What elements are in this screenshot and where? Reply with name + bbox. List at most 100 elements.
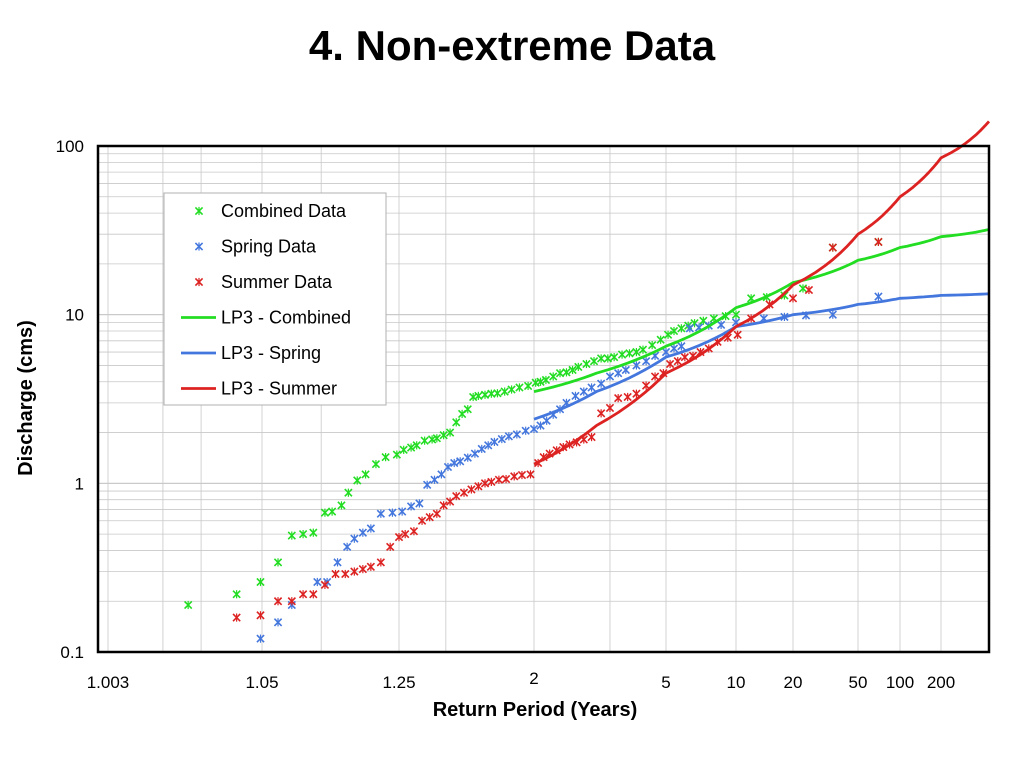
- combined-data-point: [507, 385, 516, 394]
- lp3-spring-line: [533, 292, 989, 421]
- combined-data-point: [515, 383, 524, 392]
- summer-data-point: [366, 562, 376, 571]
- summer-data-point: [232, 613, 241, 622]
- summer-data-point: [874, 237, 883, 247]
- combined-data-point: [256, 577, 265, 587]
- x-tick-label: 20: [784, 673, 803, 692]
- spring-data-point: [342, 542, 352, 552]
- spring-data-point: [397, 507, 407, 516]
- summer-data-point: [273, 597, 283, 606]
- y-tick-label: 100: [56, 137, 84, 156]
- summer-data-point: [298, 590, 308, 599]
- combined-data-point: [344, 488, 353, 497]
- spring-data-point: [661, 347, 671, 357]
- spring-data-point: [685, 324, 694, 333]
- combined-data-point: [523, 381, 533, 391]
- combined-data-point: [392, 450, 402, 459]
- plot-overflow: [533, 120, 991, 466]
- spring-data-point: [641, 357, 651, 366]
- summer-data-point: [417, 516, 427, 525]
- summer-data-point: [425, 513, 434, 522]
- combined-data-point: [457, 409, 467, 419]
- combined-data-point: [574, 362, 583, 372]
- spring-data-point: [716, 320, 726, 330]
- x-tick-label: 50: [849, 673, 868, 692]
- spring-data-point: [542, 416, 551, 425]
- combined-data-point: [309, 528, 318, 537]
- x-tick-label: 10: [727, 673, 746, 692]
- spring-data-point: [423, 480, 432, 489]
- summer-data-point: [350, 567, 359, 576]
- summer-data-point: [501, 474, 511, 484]
- summer-data-point: [788, 294, 798, 303]
- spring-data-point: [477, 444, 486, 454]
- summer-data-point: [401, 529, 410, 539]
- summer-data-point: [394, 532, 404, 542]
- combined-data-point: [371, 459, 381, 469]
- summer-data-point: [256, 611, 265, 620]
- combined-data-point: [549, 372, 558, 381]
- spring-data-point: [632, 361, 641, 370]
- combined-data-point: [603, 354, 612, 363]
- summer-data-point: [510, 472, 519, 481]
- combined-data-point: [562, 368, 571, 377]
- spring-data-point: [521, 426, 530, 435]
- x-tick-label: 1.25: [382, 673, 415, 692]
- legend-label-lp3-combined: LP3 - Combined: [221, 308, 351, 328]
- x-tick-label: 5: [661, 673, 670, 692]
- combined-data-point: [663, 330, 673, 339]
- y-axis-title: Discharge (cms): [15, 320, 37, 476]
- spring-data-point: [828, 310, 837, 319]
- combined-data-point: [500, 387, 509, 396]
- x-tick-label: 200: [927, 673, 955, 692]
- summer-data-point: [309, 590, 318, 599]
- x-tick-label: 1.05: [245, 673, 278, 692]
- combined-data-point: [669, 326, 679, 336]
- spring-data-point: [313, 577, 322, 587]
- combined-data-point: [399, 445, 408, 454]
- combined-data-point: [596, 354, 606, 363]
- y-tick-label: 1: [75, 474, 84, 493]
- summer-data-point: [517, 470, 527, 480]
- summer-data-point: [386, 542, 395, 552]
- spring-data-point: [669, 344, 679, 353]
- combined-data-point: [617, 350, 627, 359]
- spring-data-point: [450, 458, 459, 468]
- summer-data-point: [494, 475, 504, 484]
- slide-title: 4. Non-extreme Data: [308, 22, 716, 69]
- spring-data-point: [406, 502, 416, 511]
- combined-data-point: [647, 340, 657, 350]
- combined-data-point: [536, 377, 545, 386]
- spring-data-point: [512, 430, 522, 439]
- summer-data-point: [665, 359, 675, 369]
- summer-data-point: [673, 357, 682, 366]
- spring-data-point: [463, 453, 472, 462]
- combined-data-point: [320, 508, 330, 517]
- spring-data-point: [358, 528, 368, 537]
- spring-data-point: [470, 449, 480, 458]
- summer-data-point: [331, 569, 340, 579]
- spring-data-point: [605, 372, 615, 381]
- summer-data-point: [432, 509, 442, 518]
- combined-data-point: [541, 375, 551, 385]
- combined-data-point: [677, 324, 686, 333]
- summer-data-point: [596, 409, 606, 418]
- spring-data-point: [350, 534, 359, 543]
- x-axis-title: Return Period (Years): [433, 699, 638, 721]
- spring-data-point: [614, 368, 623, 378]
- summer-data-point: [614, 393, 623, 403]
- y-tick-label: 0.1: [60, 643, 84, 662]
- spring-data-point: [376, 509, 386, 518]
- spring-data-point: [490, 437, 499, 447]
- summer-data-point: [804, 285, 814, 295]
- combined-data-point: [480, 390, 490, 399]
- grid-lines: [98, 145, 989, 653]
- summer-data-point: [467, 485, 476, 494]
- combined-data-point: [656, 335, 665, 344]
- summer-data-point: [828, 243, 837, 252]
- summer-data-point: [452, 491, 461, 501]
- spring-data-point: [456, 457, 465, 466]
- spring-data-point: [677, 342, 686, 351]
- legend-marker-summer-data: [194, 277, 204, 287]
- combined-data-point: [353, 476, 362, 485]
